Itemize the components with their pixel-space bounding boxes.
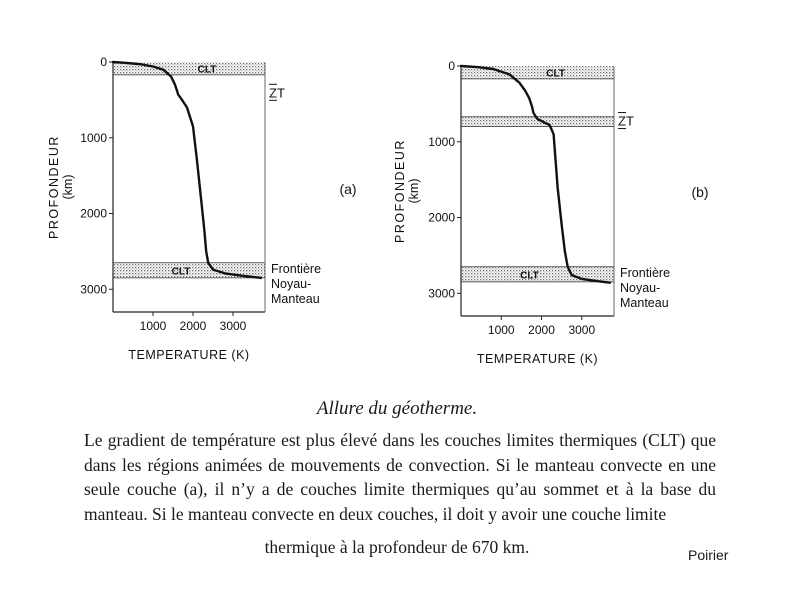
x-tick-label: 3000 — [568, 323, 595, 337]
geotherm-line — [459, 64, 612, 284]
clt-band-label: CLT — [172, 266, 191, 277]
clt-band — [461, 66, 614, 79]
clt-band-label: CLT — [546, 68, 565, 79]
y-tick-label: 2000 — [428, 211, 455, 225]
x-tick-label: 2000 — [528, 323, 555, 337]
boundary-label: Frontière — [620, 266, 670, 280]
x-axis-title: TEMPERATURE (K) — [477, 352, 598, 366]
clt-band — [461, 266, 614, 282]
caption-title: Allure du géotherme. — [316, 398, 478, 419]
boundary-label: Noyau- — [620, 281, 660, 295]
x-tick-label: 1000 — [488, 323, 515, 337]
y-axis-unit: (km) — [61, 175, 75, 200]
y-tick-label: 1000 — [80, 131, 107, 145]
x-tick-label: 2000 — [180, 319, 207, 333]
y-tick-label: 3000 — [428, 286, 455, 300]
boundary-label: Frontière — [271, 262, 321, 276]
x-tick-label: 3000 — [220, 319, 247, 333]
x-tick-label: 1000 — [140, 319, 167, 333]
zt-label: ZT — [269, 85, 285, 100]
y-axis-title: PROFONDEUR — [393, 139, 407, 243]
y-tick-label: 0 — [100, 55, 107, 69]
zt-label: ZT — [618, 114, 634, 129]
clt-band-label: CLT — [520, 270, 539, 281]
geotherm-figure: CLT CLT 0 1000 2000 3000 1000 2000 3000 TEMPERATU… — [47, 55, 709, 366]
y-axis-unit: (km) — [407, 179, 421, 204]
y-tick-label: 3000 — [80, 282, 107, 296]
clt-band-label: CLT — [198, 64, 217, 75]
boundary-label: Manteau — [271, 292, 320, 306]
panel-label: (b) — [691, 184, 708, 200]
panel-label: (a) — [339, 181, 356, 197]
y-tick-label: 1000 — [428, 135, 455, 149]
credit: Poirier — [688, 547, 729, 563]
chart-panel-b: CLT CLT 0 1000 2000 3000 1000 2000 3000 TEMPERATU… — [393, 59, 709, 366]
chart-panel-a: CLT CLT 0 1000 2000 3000 1000 2000 3000 TEMPERATU… — [47, 55, 357, 362]
y-axis-title: PROFONDEUR — [47, 135, 61, 239]
caption-last-line: thermique à la profondeur de 670 km. — [264, 537, 530, 557]
boundary-label: Manteau — [620, 296, 669, 310]
x-axis-title: TEMPERATURE (K) — [128, 348, 249, 362]
y-tick-label: 2000 — [80, 207, 107, 221]
clt-band — [461, 116, 614, 127]
y-tick-label: 0 — [448, 59, 455, 73]
boundary-label: Noyau- — [271, 277, 311, 291]
caption-body: Le gradient de température est plus élev… — [84, 430, 716, 524]
geotherm-line — [111, 60, 263, 280]
